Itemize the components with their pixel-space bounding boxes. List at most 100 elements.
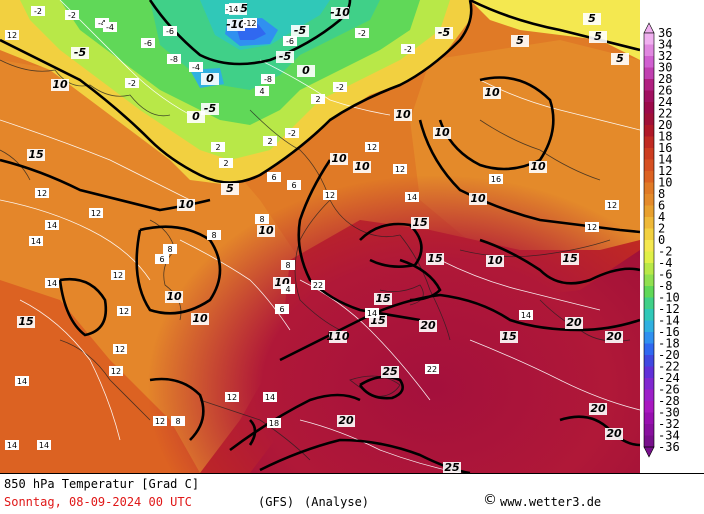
contour-label-bg bbox=[483, 87, 501, 99]
legend-label: -28 bbox=[658, 394, 680, 408]
contour-label-bg bbox=[165, 291, 183, 303]
thin-label-bg bbox=[35, 188, 49, 198]
legend-label: 24 bbox=[658, 95, 672, 109]
contour-label-bg bbox=[381, 366, 399, 378]
thin-label-bg bbox=[163, 244, 177, 254]
thin-contour-label: -2 bbox=[336, 83, 344, 92]
thin-contour-label: 2 bbox=[315, 95, 320, 104]
legend-swatch bbox=[644, 389, 654, 402]
map-canvas: -15-10-10-5-5-5-5-5000555551010101010101… bbox=[0, 0, 640, 473]
contour-label-bg bbox=[221, 183, 239, 195]
thin-label-bg bbox=[261, 74, 275, 84]
contour-label: 20 bbox=[590, 402, 606, 415]
legend-label: 16 bbox=[658, 141, 672, 155]
thin-label-bg bbox=[267, 418, 281, 428]
thin-label-bg bbox=[109, 366, 123, 376]
thin-label-bg bbox=[355, 28, 369, 38]
contour-label-bg bbox=[374, 293, 392, 305]
contour-label: -5 bbox=[438, 26, 451, 39]
thin-label-bg bbox=[405, 192, 419, 202]
contour-label-bg bbox=[291, 25, 309, 37]
legend-label: 0 bbox=[658, 233, 665, 247]
contour-label: 10 bbox=[258, 224, 274, 237]
thin-label-bg bbox=[519, 310, 533, 320]
thin-contour-label: 6 bbox=[279, 305, 284, 314]
contour-label-bg bbox=[201, 73, 219, 85]
contour-label-bg bbox=[589, 403, 607, 415]
contour-label: 10 bbox=[52, 78, 68, 91]
contour-label-bg bbox=[589, 31, 607, 43]
legend-swatch bbox=[644, 90, 654, 103]
legend-arrow-top bbox=[643, 22, 655, 34]
contour-label: 5 bbox=[616, 52, 624, 65]
contour-label: 15 bbox=[501, 330, 517, 343]
thin-label-bg bbox=[45, 278, 59, 288]
contour-label: 25 bbox=[382, 365, 398, 378]
legend-label: 30 bbox=[658, 61, 672, 75]
contour-label-bg bbox=[511, 35, 529, 47]
thin-label-bg bbox=[103, 22, 117, 32]
thin-label-bg bbox=[171, 416, 185, 426]
thin-label-bg bbox=[585, 222, 599, 232]
legend-frame bbox=[643, 32, 655, 448]
legend-swatch bbox=[644, 113, 654, 126]
thin-label-bg bbox=[393, 164, 407, 174]
thin-contour-label: 6 bbox=[271, 173, 276, 182]
contour-label: 15 bbox=[18, 315, 34, 328]
legend-swatch bbox=[644, 401, 654, 413]
copyright-link[interactable]: www.wetter3.de bbox=[500, 495, 602, 509]
chart-title: 850 hPa Temperatur [Grad C] bbox=[4, 477, 200, 491]
contour-label: 10 bbox=[470, 192, 486, 205]
thin-contour-label: 22 bbox=[313, 281, 323, 290]
contour-label: -10 bbox=[330, 6, 350, 19]
thin-isotherms bbox=[0, 0, 640, 473]
legend-label: -26 bbox=[658, 383, 680, 397]
thin-contour-label: -2 bbox=[404, 45, 412, 54]
contour-label-bg bbox=[329, 331, 347, 343]
thin-contour-label: -14 bbox=[225, 5, 238, 14]
legend-label: 20 bbox=[658, 118, 672, 132]
contour-label-bg bbox=[331, 7, 349, 19]
legend-label: 12 bbox=[658, 164, 672, 178]
contour-label: 10 bbox=[487, 254, 503, 267]
thin-label-bg bbox=[283, 36, 297, 46]
legend-swatch bbox=[644, 378, 654, 390]
thin-contour-label: 12 bbox=[115, 345, 125, 354]
contour-label: -5 bbox=[74, 46, 87, 59]
thin-contour-label: -2 bbox=[128, 79, 136, 88]
thin-label-bg bbox=[281, 260, 295, 270]
thin-label-bg bbox=[117, 306, 131, 316]
legend-swatch bbox=[644, 435, 654, 448]
thin-contour-label: 6 bbox=[159, 255, 164, 264]
legend-label: 2 bbox=[658, 222, 665, 236]
contour-label-bg bbox=[187, 111, 205, 123]
contour-label-bg bbox=[469, 193, 487, 205]
thin-label-bg bbox=[125, 78, 139, 88]
thin-contour-label: -6 bbox=[286, 37, 294, 46]
contour-label: 20 bbox=[606, 427, 622, 440]
thin-contour-label: 12 bbox=[91, 209, 101, 218]
contour-label-bg bbox=[561, 253, 579, 265]
contour-label: 15 bbox=[427, 252, 443, 265]
thin-label-bg bbox=[207, 230, 221, 240]
thick-contour-labels: -15-10-10-5-5-5-5-5000555551010101010101… bbox=[17, 2, 629, 473]
thin-contour-label: 14 bbox=[31, 237, 41, 246]
thin-contour-label: 18 bbox=[269, 419, 279, 428]
thin-contour-label: 8 bbox=[259, 215, 264, 224]
thin-label-bg bbox=[163, 26, 177, 36]
thin-label-bg bbox=[263, 392, 277, 402]
contour-label: 15 bbox=[375, 292, 391, 305]
legend-swatch bbox=[644, 355, 654, 367]
contour-label: 10 bbox=[484, 86, 500, 99]
contour-label: -5 bbox=[294, 24, 307, 37]
thin-label-bg bbox=[267, 172, 281, 182]
contour-label-bg bbox=[411, 217, 429, 229]
thin-contour-label: -6 bbox=[166, 27, 174, 36]
thin-label-bg bbox=[225, 392, 239, 402]
legend-label: 4 bbox=[658, 210, 665, 224]
legend-label: 32 bbox=[658, 49, 672, 63]
contour-label-bg bbox=[605, 428, 623, 440]
contour-label: 10 bbox=[530, 160, 546, 173]
thin-contour-label: 12 bbox=[113, 271, 123, 280]
thin-label-bg bbox=[287, 180, 301, 190]
